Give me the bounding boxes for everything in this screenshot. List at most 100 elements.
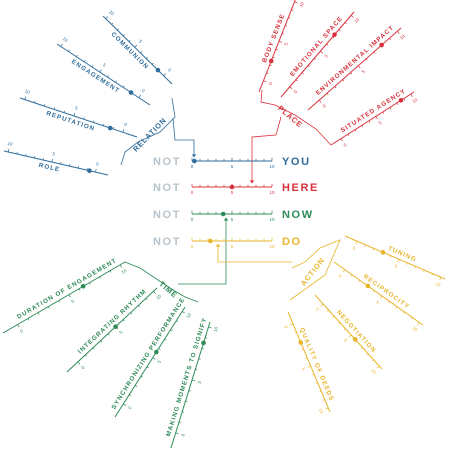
axis-tick [115,81,116,83]
axis-tick [341,139,343,142]
axis-tick [372,360,373,361]
value-marker [113,324,118,329]
place-axis-1: 0 5 10 BODY SENSE [259,0,305,92]
not-word: NOT [153,209,181,221]
axis-tick [302,349,304,350]
axis-tick [344,329,345,330]
value-marker [156,68,161,73]
axis-tick [343,270,345,273]
axis-tick [25,97,26,100]
axis-tick [100,341,101,342]
tick-label-mid: 5 [102,62,107,68]
axis-tick [139,95,141,98]
value-marker [87,168,92,173]
tick-label-mid: 5 [361,68,367,74]
tick-label-min: 0 [191,164,194,169]
axis-tick [302,73,304,74]
tick-label-min: 0 [191,217,194,222]
value-marker [81,284,86,289]
center-value-marker [230,185,235,190]
tick-label-mid: 5 [283,42,289,47]
axis-tick [296,80,298,81]
axis-tick [358,66,360,68]
axis-tick [69,50,70,52]
axis-label: COMMUNION [109,31,150,71]
axis-tick [108,76,109,78]
tick-label-max: 10 [298,1,305,8]
axis-tick [146,298,147,299]
axis-tick [390,107,391,109]
tick-label-min: 0 [352,245,357,251]
axis-tick [373,248,374,250]
axis-tick [377,366,379,368]
center-value-marker [208,239,213,244]
axis-label: DURATION OF ENGAGEMENT [16,257,118,321]
axis-tick [85,355,86,356]
axis-tick [312,374,314,375]
axis-tick [356,241,357,244]
tick-label-min: 0 [191,244,194,249]
tick-label-min: 0 [293,89,299,95]
axis-tick [108,334,109,335]
axis-line [281,12,354,97]
axis-tick [153,358,156,360]
tick-label-max: 10 [411,97,418,104]
tick-label-mid: 5 [324,53,330,59]
relation-group: 0510COMMUNION0510ENGAGEMENT0510REPUTATIO… [4,9,175,175]
axis-tick [135,45,137,47]
axis-label: MAKING MOMENTS TO SIGNIFY [165,317,208,438]
tick-label-min: 0 [315,306,321,312]
axis-tick [335,86,336,88]
not-word: NOT [153,156,181,168]
axis-tick [129,395,131,396]
axis-tick [362,125,363,127]
axis-tick [376,116,378,119]
axis-tick [153,291,155,293]
axis-tick [295,2,298,3]
axis-tick [351,15,353,17]
tick-label-min: 0 [141,88,146,94]
axis-tick [327,93,328,95]
tick-label-mid: 5 [138,39,144,45]
axis-tick [333,316,334,317]
place-connector [252,117,281,183]
axis-tick [349,335,351,337]
axis-tick [152,63,153,64]
axis-label: SITUATED AGENCY [340,88,408,135]
value-marker [381,250,386,255]
axis-tick [112,23,113,24]
axis-tick [305,358,307,359]
axis-tick [123,86,124,88]
tick-label-mid: 5 [118,329,124,335]
axis-tick [423,270,424,272]
axis-tick [432,274,433,276]
center-value-marker [192,159,197,164]
axis-tick [182,311,185,313]
value-marker [129,90,134,95]
axis-tick [350,73,351,75]
axis-tick [314,58,316,59]
axis-tick [358,280,359,282]
axis-tick [18,324,20,327]
tick-label-max: 10 [155,293,162,300]
axis-tick [418,322,420,325]
value-marker [332,32,337,37]
place-category-label: PLACE [276,104,304,130]
tick-label-mid: 5 [378,120,383,126]
tick-label-mid: 5 [394,263,399,269]
axis-tick [415,266,416,268]
axis-tick [319,391,321,392]
axis-tick [48,307,49,309]
tick-label-max: 10 [269,244,275,249]
axis-label: BODY SENSE [261,13,287,64]
axis-tick [295,332,297,333]
tick-label-max: 10 [269,217,275,222]
axis-tick [279,41,282,42]
